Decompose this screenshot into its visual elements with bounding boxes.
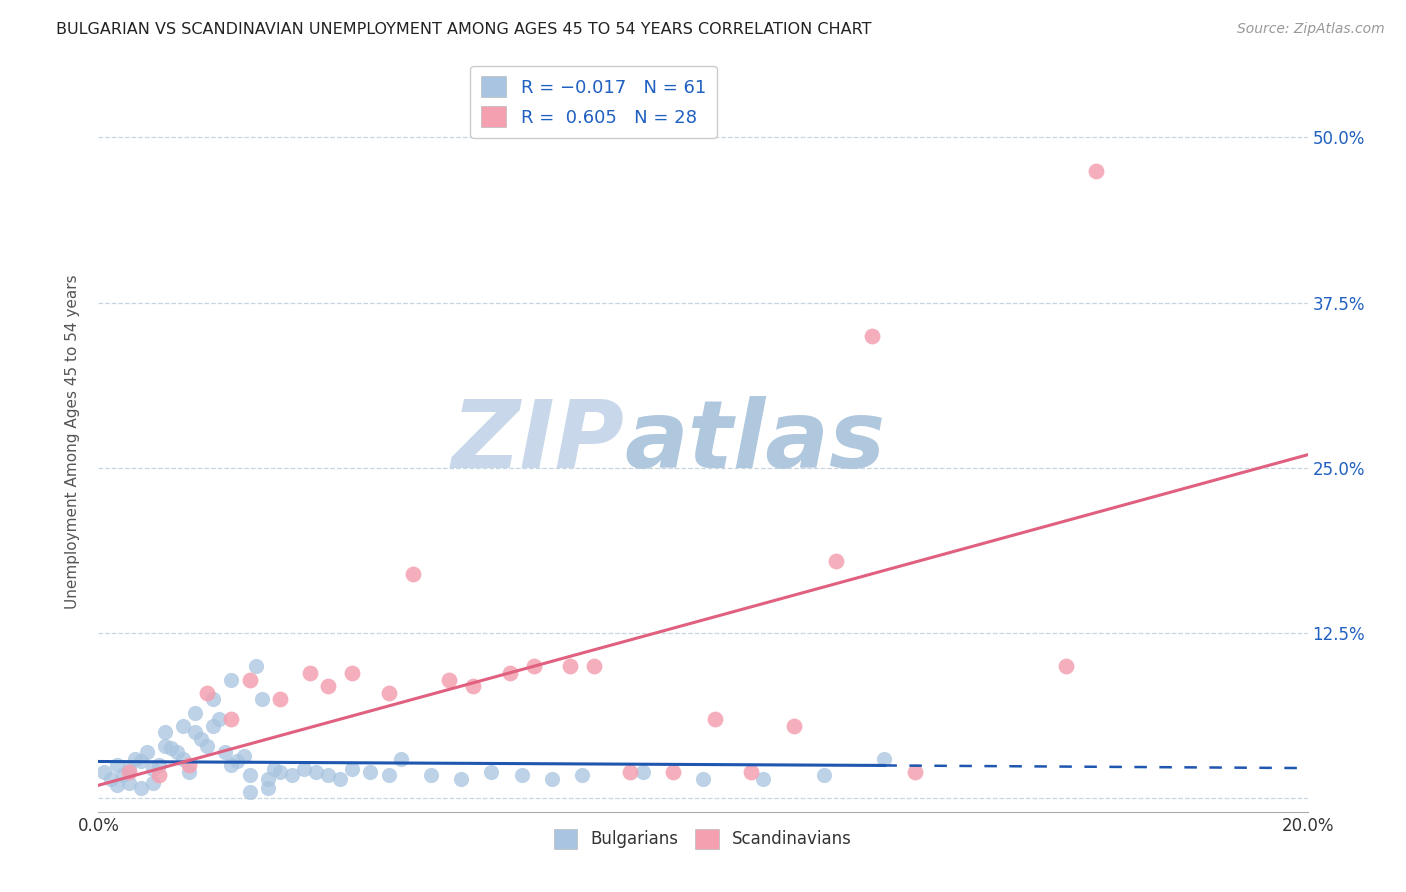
Point	[124, 752, 146, 766]
Point	[184, 725, 207, 739]
Point	[93, 765, 115, 780]
Point	[129, 780, 152, 795]
Point	[571, 767, 593, 781]
Point	[195, 739, 218, 753]
Point	[105, 758, 128, 772]
Point	[184, 706, 207, 720]
Point	[166, 745, 188, 759]
Point	[239, 767, 262, 781]
Y-axis label: Unemployment Among Ages 45 to 54 years: Unemployment Among Ages 45 to 54 years	[65, 274, 80, 609]
Point	[202, 719, 225, 733]
Point	[100, 772, 122, 786]
Point	[450, 772, 472, 786]
Point	[142, 775, 165, 789]
Point	[221, 673, 243, 687]
Point	[221, 712, 243, 726]
Point	[389, 752, 412, 766]
Point	[142, 763, 165, 777]
Point	[195, 686, 218, 700]
Point	[360, 765, 382, 780]
Point	[377, 686, 399, 700]
Point	[172, 752, 194, 766]
Text: atlas: atlas	[624, 395, 886, 488]
Point	[118, 765, 141, 780]
Point	[661, 765, 683, 780]
Point	[202, 692, 225, 706]
Point	[523, 659, 546, 673]
Point	[402, 566, 425, 581]
Point	[420, 767, 443, 781]
Point	[704, 712, 727, 726]
Point	[752, 772, 775, 786]
Point	[299, 665, 322, 680]
Point	[153, 725, 176, 739]
Point	[153, 739, 176, 753]
Point	[281, 767, 304, 781]
Legend: Bulgarians, Scandinavians: Bulgarians, Scandinavians	[547, 822, 859, 855]
Text: BULGARIAN VS SCANDINAVIAN UNEMPLOYMENT AMONG AGES 45 TO 54 YEARS CORRELATION CHA: BULGARIAN VS SCANDINAVIAN UNEMPLOYMENT A…	[56, 22, 872, 37]
Point	[558, 659, 581, 673]
Point	[118, 775, 141, 789]
Point	[342, 665, 364, 680]
Point	[263, 763, 285, 777]
Point	[179, 765, 201, 780]
Point	[860, 328, 883, 343]
Point	[256, 780, 278, 795]
Point	[226, 755, 249, 769]
Point	[904, 765, 927, 780]
Point	[118, 763, 141, 777]
Point	[239, 785, 262, 799]
Point	[377, 767, 399, 781]
Point	[172, 719, 194, 733]
Point	[208, 712, 231, 726]
Point	[783, 719, 806, 733]
Point	[179, 758, 201, 772]
Text: Source: ZipAtlas.com: Source: ZipAtlas.com	[1237, 22, 1385, 37]
Point	[269, 765, 291, 780]
Point	[148, 758, 170, 772]
Point	[256, 772, 278, 786]
Point	[160, 741, 183, 756]
Point	[250, 692, 273, 706]
Point	[463, 679, 485, 693]
Point	[316, 679, 339, 693]
Point	[813, 767, 835, 781]
Point	[342, 763, 364, 777]
Point	[292, 763, 315, 777]
Point	[1085, 163, 1108, 178]
Point	[631, 765, 654, 780]
Point	[873, 752, 896, 766]
Point	[148, 767, 170, 781]
Point	[232, 749, 254, 764]
Point	[239, 673, 262, 687]
Point	[329, 772, 352, 786]
Point	[214, 745, 236, 759]
Point	[583, 659, 606, 673]
Point	[540, 772, 562, 786]
Point	[221, 758, 243, 772]
Point	[105, 778, 128, 792]
Point	[510, 767, 533, 781]
Point	[481, 765, 503, 780]
Point	[305, 765, 328, 780]
Text: ZIP: ZIP	[451, 395, 624, 488]
Point	[190, 731, 212, 746]
Point	[498, 665, 520, 680]
Point	[135, 745, 157, 759]
Point	[316, 767, 339, 781]
Point	[692, 772, 714, 786]
Point	[619, 765, 641, 780]
Point	[111, 767, 134, 781]
Point	[740, 765, 762, 780]
Point	[245, 659, 267, 673]
Point	[269, 692, 291, 706]
Point	[437, 673, 460, 687]
Point	[129, 755, 152, 769]
Point	[1054, 659, 1077, 673]
Point	[825, 553, 848, 567]
